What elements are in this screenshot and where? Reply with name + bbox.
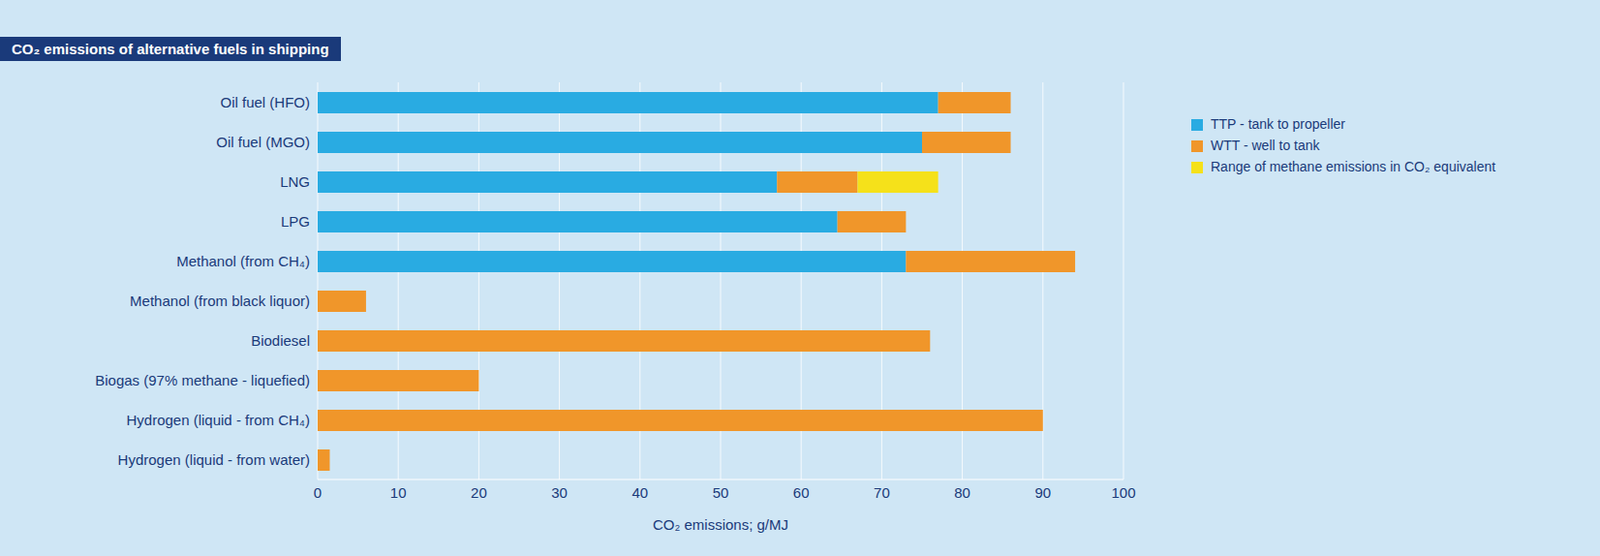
svg-text:Methanol (from CH₄): Methanol (from CH₄): [176, 252, 310, 270]
svg-text:0: 0: [313, 484, 322, 501]
svg-text:90: 90: [1034, 484, 1051, 501]
svg-text:Biogas (97% methane - liquefie: Biogas (97% methane - liquefied): [94, 371, 310, 389]
svg-text:Methanol (from black liquor): Methanol (from black liquor): [129, 292, 310, 309]
svg-text:LNG: LNG: [279, 173, 310, 190]
svg-text:Oil fuel (MGO): Oil fuel (MGO): [215, 133, 310, 151]
svg-text:80: 80: [953, 484, 971, 501]
html-text:Range of methane emissions in: Range of methane emissions in CO₂ equiva…: [1210, 158, 1496, 175]
html-text:WTT - well to tank: WTT - well to tank: [1210, 137, 1320, 154]
svg-text:40: 40: [631, 484, 648, 501]
html-text:TTP - tank to propeller: TTP - tank to propeller: [1210, 116, 1346, 132]
svg-text:10: 10: [390, 484, 407, 501]
svg-text:50: 50: [712, 484, 730, 501]
svg-text:Biodiesel: Biodiesel: [250, 332, 310, 349]
svg-text:Hydrogen (liquid - from CH₄): Hydrogen (liquid - from CH₄): [125, 411, 310, 429]
svg-text:60: 60: [793, 484, 810, 501]
svg-text:70: 70: [873, 484, 891, 501]
svg-text:100: 100: [1110, 484, 1136, 501]
svg-text:20: 20: [470, 484, 488, 501]
svg-text:Hydrogen (liquid - from water): Hydrogen (liquid - from water): [118, 451, 310, 468]
svg-text:CO₂ emissions; g/MJ: CO₂ emissions; g/MJ: [652, 516, 789, 533]
svg-text:30: 30: [551, 484, 568, 501]
html-text:CO₂ emissions of alternative f: CO₂ emissions of alternative fuels in sh…: [11, 40, 329, 58]
svg-text:LPG: LPG: [280, 213, 310, 230]
svg-text:Oil fuel (HFO): Oil fuel (HFO): [219, 93, 310, 111]
